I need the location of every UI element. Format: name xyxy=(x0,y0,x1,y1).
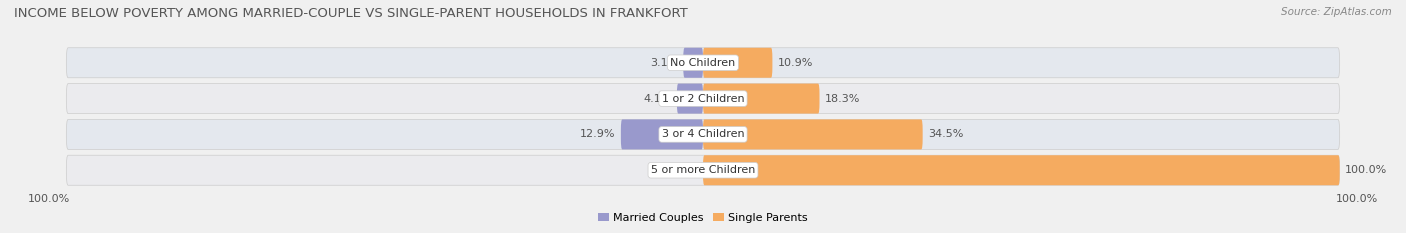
Text: 0.0%: 0.0% xyxy=(669,165,697,175)
Text: Source: ZipAtlas.com: Source: ZipAtlas.com xyxy=(1281,7,1392,17)
FancyBboxPatch shape xyxy=(66,84,1340,114)
Text: 5 or more Children: 5 or more Children xyxy=(651,165,755,175)
FancyBboxPatch shape xyxy=(621,119,703,149)
FancyBboxPatch shape xyxy=(703,84,820,114)
FancyBboxPatch shape xyxy=(66,155,1340,185)
Text: No Children: No Children xyxy=(671,58,735,68)
Text: 3 or 4 Children: 3 or 4 Children xyxy=(662,129,744,139)
FancyBboxPatch shape xyxy=(683,48,703,78)
FancyBboxPatch shape xyxy=(676,84,703,114)
FancyBboxPatch shape xyxy=(703,48,772,78)
FancyBboxPatch shape xyxy=(66,48,1340,78)
Text: 10.9%: 10.9% xyxy=(778,58,813,68)
Text: 100.0%: 100.0% xyxy=(28,194,70,204)
Text: 4.1%: 4.1% xyxy=(644,94,672,104)
Text: 100.0%: 100.0% xyxy=(1336,194,1378,204)
Text: 100.0%: 100.0% xyxy=(1344,165,1388,175)
FancyBboxPatch shape xyxy=(66,119,1340,149)
FancyBboxPatch shape xyxy=(703,155,1340,185)
Text: 3.1%: 3.1% xyxy=(650,58,678,68)
Text: INCOME BELOW POVERTY AMONG MARRIED-COUPLE VS SINGLE-PARENT HOUSEHOLDS IN FRANKFO: INCOME BELOW POVERTY AMONG MARRIED-COUPL… xyxy=(14,7,688,20)
Text: 12.9%: 12.9% xyxy=(581,129,616,139)
Text: 34.5%: 34.5% xyxy=(928,129,963,139)
Text: 18.3%: 18.3% xyxy=(824,94,860,104)
FancyBboxPatch shape xyxy=(703,119,922,149)
Text: 1 or 2 Children: 1 or 2 Children xyxy=(662,94,744,104)
Legend: Married Couples, Single Parents: Married Couples, Single Parents xyxy=(593,209,813,227)
